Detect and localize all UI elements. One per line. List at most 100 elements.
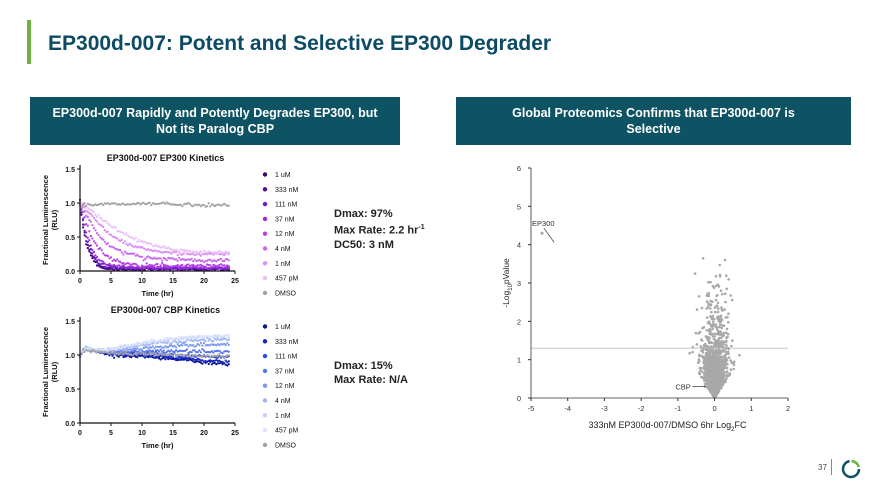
data-point [140,239,144,242]
data-point [202,203,206,207]
data-point [147,255,150,258]
data-point [709,341,713,345]
data-point [80,205,83,209]
data-point [113,350,116,353]
data-point [97,233,100,237]
data-point [723,350,727,353]
data-point [85,214,88,217]
data-point [724,377,728,381]
data-point [720,350,723,354]
data-point [116,237,119,240]
data-point [713,306,717,309]
data-point [122,355,125,359]
data-point [154,352,158,356]
legend-marker [262,427,268,433]
data-point [711,284,715,288]
data-point [120,265,123,268]
legend-marker [262,368,268,374]
page-title: EP300d-007: Potent and Selective EP300 D… [48,32,552,55]
data-point [700,366,703,370]
data-point [147,248,150,251]
data-point [92,216,96,219]
data-point [717,371,720,375]
data-point [95,220,99,223]
data-point [207,202,210,205]
legend-label: DMSO [275,290,297,297]
data-point [722,371,725,374]
data-point [175,248,178,251]
ep300-dmax: Dmax: 97% [334,208,393,220]
data-point [181,342,184,345]
data-point [137,245,140,248]
ep300-chart-title: EP300d-007 EP300 Kinetics [107,153,225,163]
data-point [170,203,173,206]
data-point [94,218,97,222]
data-point [181,354,184,357]
data-point [100,202,103,205]
data-point [716,283,720,286]
data-point [710,317,714,321]
data-point [171,350,175,353]
data-point [706,373,709,376]
data-point [192,260,195,263]
data-point [201,203,204,207]
legend-marker [262,231,268,236]
data-point [724,331,728,335]
ep300-series-7 [78,201,230,255]
data-point [700,339,704,342]
data-point [705,329,709,332]
data-point [103,262,106,265]
data-point [202,261,206,264]
data-point [717,352,721,355]
data-point [223,264,226,267]
x-tick-label: -2 [638,404,645,413]
data-point [224,203,227,206]
data-point [221,352,224,355]
data-point [144,356,147,359]
legend-marker [262,275,268,281]
x-tick-label: -1 [675,404,682,413]
data-point [201,335,204,338]
data-point [167,338,170,341]
data-point [185,353,188,356]
data-point [209,356,212,359]
data-point [729,294,732,297]
data-point [126,202,130,205]
data-point [227,336,230,339]
data-point [131,236,134,239]
data-point [714,366,717,369]
data-point [94,213,97,216]
legend-label: 1 uM [275,324,291,331]
data-point [714,395,717,398]
data-point [227,360,230,363]
data-point [164,202,167,205]
data-point [713,317,716,321]
x-tick-label: 20 [200,278,208,285]
data-point [130,264,133,267]
data-point [705,369,708,372]
data-point [173,344,176,348]
data-point [123,345,126,348]
data-point [88,230,91,233]
data-point [712,322,715,326]
data-point [224,258,227,261]
data-point [178,358,181,361]
data-point [709,384,712,388]
data-point [723,292,727,295]
data-point [142,344,145,347]
data-point [131,347,134,350]
data-point [224,265,227,269]
data-point [722,324,726,327]
data-point [710,310,713,314]
data-point [221,335,224,338]
data-point [142,352,145,355]
y-tick-label: 1.5 [65,167,75,174]
data-point [192,205,195,208]
data-point [204,265,207,268]
data-point [708,332,712,336]
data-point [100,217,103,220]
data-point [189,250,192,253]
data-point [719,317,723,320]
cbp-x-axis-label: Time (hr) [142,441,174,450]
data-point [726,315,729,319]
